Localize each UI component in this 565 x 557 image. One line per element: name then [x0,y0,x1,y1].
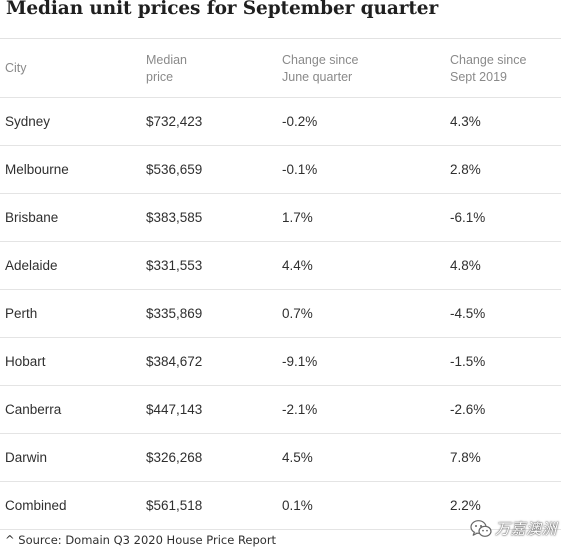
median-price-cell: $536,659 [141,145,277,194]
change-june-cell: -0.1% [277,145,445,194]
median-price-cell: $732,423 [141,97,277,146]
change-sept-cell: 4.3% [445,97,561,146]
change-june-cell: 1.7% [277,193,445,242]
change-sept-cell: 2.2% [445,481,561,530]
change-june-cell: -9.1% [277,337,445,386]
city-cell: Melbourne [0,145,141,194]
source-note: ^ Source: Domain Q3 2020 House Price Rep… [5,533,277,547]
change-june-cell: 0.7% [277,289,445,338]
price-table: City Median price Change since June quar… [0,40,561,530]
city-cell: Canberra [0,385,141,434]
table-row: Hobart $384,672 -9.1% -1.5% [0,337,561,386]
header-change-june-line1: Change since [282,52,359,67]
change-june-cell: -2.1% [277,385,445,434]
change-sept-cell: -6.1% [445,193,561,242]
city-cell: Darwin [0,433,141,482]
change-sept-cell: -2.6% [445,385,561,434]
median-price-cell: $383,585 [141,193,277,242]
table-row: Adelaide $331,553 4.4% 4.8% [0,241,561,290]
table-row: Perth $335,869 0.7% -4.5% [0,289,561,338]
title-divider [0,38,561,39]
table-row: Melbourne $536,659 -0.1% 2.8% [0,145,561,194]
header-change-sept: Change since Sept 2019 [445,40,561,98]
median-price-cell: $447,143 [141,385,277,434]
city-cell: Perth [0,289,141,338]
change-sept-cell: -4.5% [445,289,561,338]
header-city-label: City [5,61,27,75]
change-sept-cell: 7.8% [445,433,561,482]
change-sept-cell: 2.8% [445,145,561,194]
median-price-cell: $326,268 [141,433,277,482]
table-row: Combined $561,518 0.1% 2.2% [0,481,561,530]
change-june-cell: 0.1% [277,481,445,530]
table-row: Sydney $732,423 -0.2% 4.3% [0,97,561,146]
median-price-cell: $561,518 [141,481,277,530]
city-cell: Adelaide [0,241,141,290]
header-median-price-line1: Median [146,52,187,67]
city-cell: Sydney [0,97,141,146]
wechat-icon [470,519,492,539]
header-change-sept-line1: Change since [450,52,527,67]
median-price-cell: $384,672 [141,337,277,386]
table-row: Canberra $447,143 -2.1% -2.6% [0,385,561,434]
city-cell: Combined [0,481,141,530]
header-change-sept-line2: Sept 2019 [450,69,507,84]
table-header-row: City Median price Change since June quar… [0,40,561,98]
header-change-june: Change since June quarter [277,40,445,98]
header-median-price-line2: price [146,69,174,84]
median-price-cell: $335,869 [141,289,277,338]
header-change-june-line2: June quarter [282,69,353,84]
watermark-text: 万嘉澳洲 [495,520,558,538]
change-sept-cell: -1.5% [445,337,561,386]
header-city: City [0,40,141,98]
change-june-cell: -0.2% [277,97,445,146]
change-june-cell: 4.4% [277,241,445,290]
page-title: Median unit prices for September quarter [6,0,439,19]
median-price-cell: $331,553 [141,241,277,290]
table-row: Brisbane $383,585 1.7% -6.1% [0,193,561,242]
change-sept-cell: 4.8% [445,241,561,290]
watermark: 万嘉澳洲 [470,518,557,539]
city-cell: Hobart [0,337,141,386]
table-row: Darwin $326,268 4.5% 7.8% [0,433,561,482]
city-cell: Brisbane [0,193,141,242]
header-median-price: Median price [141,40,277,98]
change-june-cell: 4.5% [277,433,445,482]
